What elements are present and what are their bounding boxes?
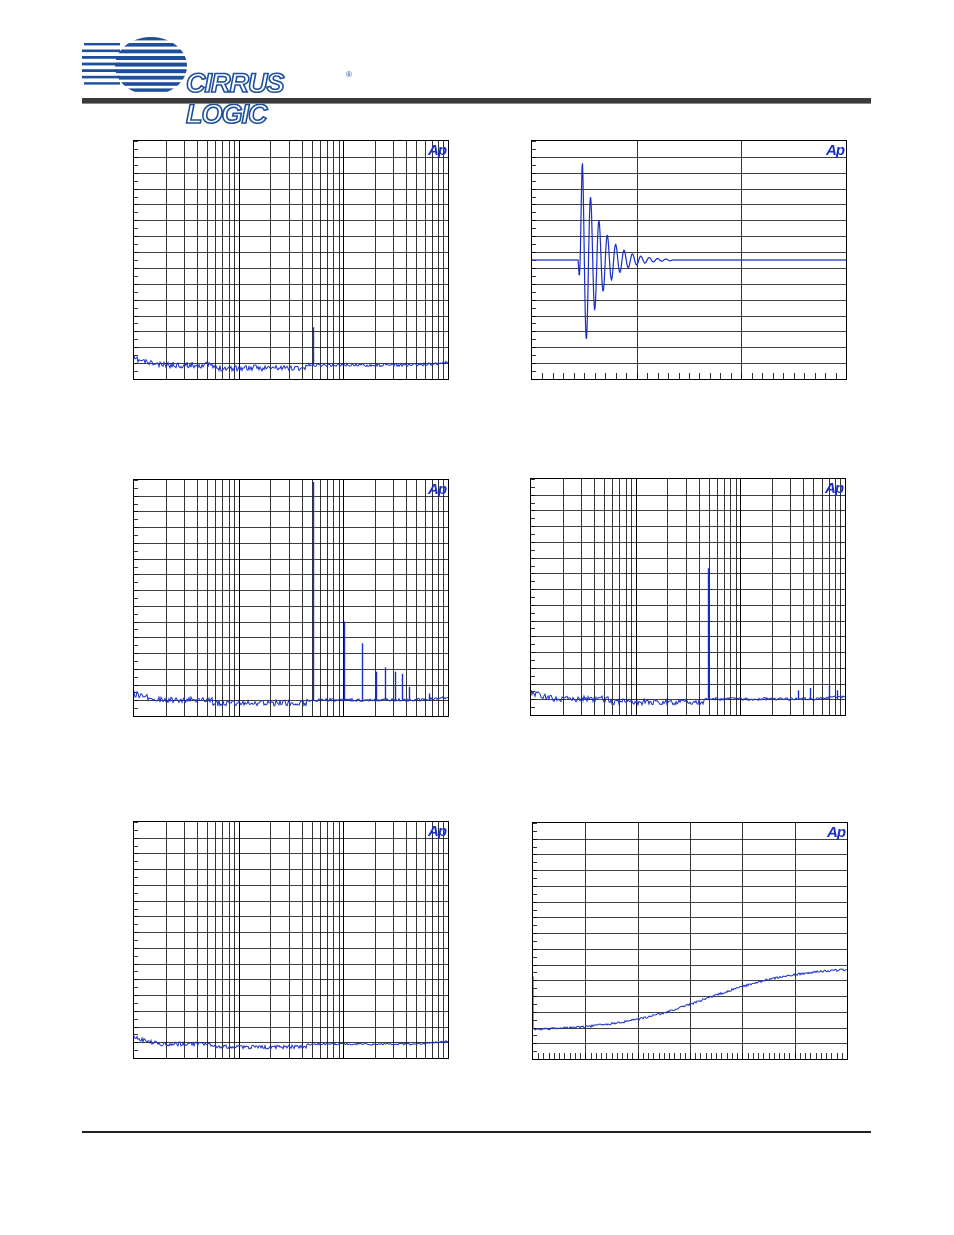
chart-2: Ap xyxy=(531,140,847,380)
impulse-trace xyxy=(532,163,846,339)
chart-5: Ap xyxy=(133,821,449,1059)
grid-lines xyxy=(134,480,448,716)
noise-trace xyxy=(134,1035,448,1051)
chart-1: Ap xyxy=(133,140,449,380)
chart-1-plot-area xyxy=(134,141,448,379)
footer-rule xyxy=(82,1131,871,1133)
ap-badge: Ap xyxy=(825,480,844,497)
ap-badge: Ap xyxy=(428,481,447,498)
ap-badge: Ap xyxy=(826,142,845,159)
chart-2-plot-area xyxy=(532,141,846,379)
chart-3-plot-area xyxy=(134,480,448,716)
chart-6: Ap xyxy=(532,822,848,1060)
grid-lines xyxy=(134,141,448,379)
cirrus-logic-logo-icon xyxy=(82,37,187,92)
header-rule xyxy=(82,98,871,103)
noise-trace xyxy=(134,690,448,708)
ap-badge: Ap xyxy=(428,142,447,159)
chart-3: Ap xyxy=(133,479,449,717)
chart-4: Ap xyxy=(530,478,846,716)
grid-lines xyxy=(134,822,448,1058)
grid-lines xyxy=(531,479,845,715)
ap-badge: Ap xyxy=(428,823,447,840)
company-name: CIRRUS LOGIC xyxy=(185,67,285,130)
grid-lines xyxy=(533,823,847,1059)
response-trace xyxy=(533,968,847,1031)
chart-6-plot-area xyxy=(533,823,847,1059)
noise-trace xyxy=(134,355,448,373)
chart-4-plot-area xyxy=(531,479,845,715)
company-logo: CIRRUS LOGIC ® xyxy=(82,34,362,130)
noise-trace xyxy=(531,689,845,707)
chart-5-plot-area xyxy=(134,822,448,1058)
ap-badge: Ap xyxy=(827,824,846,841)
registered-mark: ® xyxy=(346,70,352,79)
